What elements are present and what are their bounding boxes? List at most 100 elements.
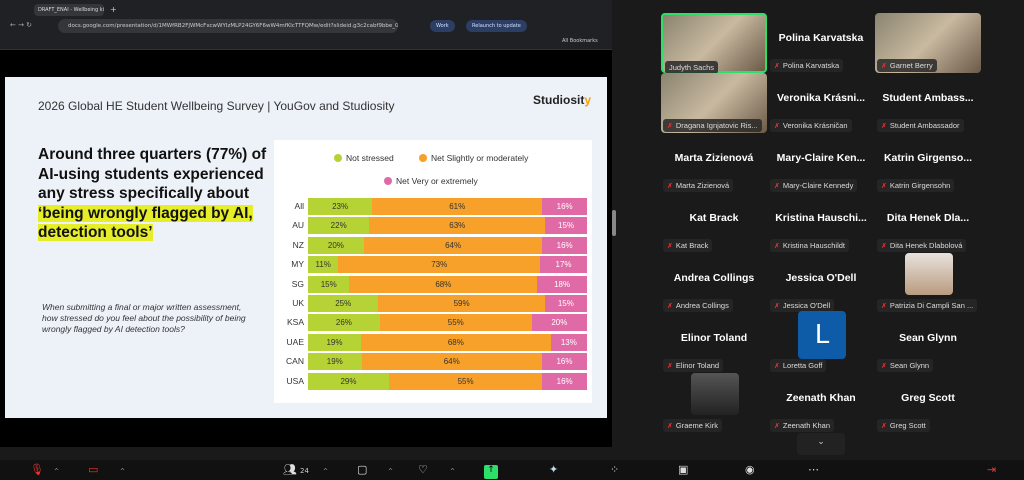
participant-display-name: Andrea Collings [673, 272, 755, 284]
participant-tile[interactable]: Greg Scott ✗ Greg Scott [875, 373, 981, 433]
all-bookmarks[interactable]: All Bookmarks [562, 38, 598, 44]
participants-icon[interactable]: 👥︎ [283, 463, 297, 476]
studiosity-logo: Studiosity [533, 93, 592, 107]
mic-muted-icon: ✗ [881, 303, 887, 310]
react-caret[interactable]: ^ [450, 468, 456, 475]
participant-display-name: Student Ambass... [882, 92, 974, 104]
participant-name-label: ✗ Zeenath Khan [770, 419, 834, 432]
record-icon[interactable]: ◉ [745, 463, 755, 476]
participant-tile[interactable]: Katrin Girgenso... ✗ Katrin Girgensohn [875, 133, 981, 193]
participant-name: Polina Karvatska [782, 61, 840, 70]
mic-muted-icon: ✗ [774, 303, 780, 310]
bar-segment: 16% [542, 372, 587, 390]
profile-button[interactable]: Work [430, 20, 455, 32]
video-off-icon[interactable]: ▭ [88, 463, 99, 476]
leave-icon[interactable]: ⇥ [987, 463, 997, 476]
participant-tile[interactable]: Mary-Claire Ken... ✗ Mary-Claire Kennedy [768, 133, 874, 193]
browser-chrome: DRAFT_ENAI - Wellbeing ki + ← → ↻ docs.g… [0, 0, 612, 50]
mic-muted-icon: ✗ [774, 363, 780, 370]
participant-tile[interactable]: Andrea Collings ✗ Andrea Collings [661, 253, 767, 313]
participant-tile[interactable]: Sean Glynn ✗ Sean Glynn [875, 313, 981, 373]
participant-name-label: ✗ Sean Glynn [877, 359, 934, 372]
mic-muted-icon: ✗ [881, 63, 887, 70]
participant-display-name: Dita Henek Dla... [886, 212, 970, 224]
participant-name-label: ✗ Katrin Girgensohn [877, 179, 955, 192]
more-icon[interactable]: ⋯ [808, 463, 819, 476]
react-icon[interactable]: ♡ [418, 463, 428, 476]
mic-muted-icon: ✗ [881, 363, 887, 370]
participant-tile[interactable]: Kristina Hauschi... ✗ Kristina Hauschildt [768, 193, 874, 253]
participant-tile[interactable]: L ✗ Loretta Goff [768, 311, 874, 373]
participant-tile[interactable]: Dita Henek Dla... ✗ Dita Henek Dlabolová [875, 193, 981, 253]
participant-tile[interactable]: Judyth Sachs [661, 13, 767, 74]
participant-display-name: Katrin Girgenso... [883, 152, 973, 164]
participants-caret[interactable]: ^ [323, 468, 329, 475]
mic-muted-icon: ✗ [774, 63, 780, 70]
audio-options-caret[interactable]: ^ [54, 468, 60, 475]
participant-tile[interactable]: Elinor Toland ✗ Elinor Toland [661, 313, 767, 373]
category-label: AU [292, 220, 304, 231]
legend-label: Not stressed [346, 153, 394, 163]
participant-tile[interactable]: ✗ Garnet Berry [875, 13, 981, 73]
nav-icons[interactable]: ← → ↻ [10, 21, 33, 29]
participant-tile[interactable]: Zeenath Khan ✗ Zeenath Khan [768, 373, 874, 433]
participant-tile[interactable]: ✗ Graeme Kirk [661, 373, 767, 433]
participant-display-name: Veronika Krásni... [776, 92, 866, 104]
participant-name: Katrin Girgensohn [889, 181, 951, 190]
participant-tile[interactable]: ✗ Patrizia Di Campli San ... [875, 253, 981, 313]
participant-tile[interactable]: ✗ Dragana Ignjatovic Ris... [661, 73, 767, 133]
video-options-caret[interactable]: ^ [120, 468, 126, 475]
participant-name-label: ✗ Garnet Berry [877, 59, 937, 72]
participant-name-label: ✗ Dita Henek Dlabolová [877, 239, 967, 252]
scroll-down-button[interactable]: ⌄ [797, 433, 845, 455]
bar-segment: 68% [349, 275, 538, 293]
slide-title: 2026 Global HE Student Wellbeing Survey … [38, 99, 395, 113]
legend-swatch [384, 177, 392, 185]
whiteboard-icon[interactable]: ▣ [678, 463, 689, 476]
mic-muted-icon: ✗ [774, 183, 780, 190]
bar-segment: 19% [308, 333, 361, 351]
bar-segment: 68% [361, 333, 551, 351]
legend-item: Net Very or extremely [384, 176, 478, 186]
participant-display-name: Greg Scott [901, 392, 955, 404]
share-icon[interactable]: ↑ [484, 465, 498, 479]
mic-muted-icon: ✗ [667, 123, 673, 130]
chevron-down-icon: ⌄ [817, 437, 825, 447]
participant-name: Marta Zizienová [675, 181, 730, 190]
participant-tile[interactable]: Polina Karvatska ✗ Polina Karvatska [768, 13, 874, 73]
participant-tile[interactable]: Veronika Krásni... ✗ Veronika Krásničan [768, 73, 874, 133]
participant-name-label: ✗ Elinor Toland [663, 359, 724, 372]
headline-highlight: ‘being wrongly flagged by AI, detection … [38, 204, 253, 241]
chat-icon[interactable]: ▢ [357, 463, 368, 476]
bar-segment: 59% [378, 295, 545, 312]
apps-icon[interactable]: ⁘ [610, 463, 620, 476]
address-bar[interactable]: docs.google.com/presentation/d/1MWfRB2FJ… [58, 19, 398, 33]
mic-muted-icon: ✗ [774, 123, 780, 130]
participant-tile[interactable]: Jessica O'Dell ✗ Jessica O'Dell [768, 253, 874, 313]
relaunch-button[interactable]: Relaunch to update [466, 20, 527, 32]
legend-item: Net Slightly or moderately [419, 153, 528, 163]
participant-tile[interactable]: Kat Brack ✗ Kat Brack [661, 193, 767, 253]
participant-tile[interactable]: Marta Zizienová ✗ Marta Zizienová [661, 133, 767, 193]
bar-segment: 22% [308, 217, 370, 235]
bar-segment: 64% [363, 236, 543, 254]
chat-caret[interactable]: ^ [388, 468, 394, 475]
participant-display-name: Marta Zizienová [674, 152, 754, 164]
participant-name: Sean Glynn [889, 361, 930, 370]
participant-name-label: ✗ Loretta Goff [770, 359, 827, 372]
participant-tile[interactable]: Student Ambass... ✗ Student Ambassador [875, 73, 981, 133]
resize-handle[interactable] [612, 210, 616, 236]
mic-muted-icon[interactable]: 🎙︎ [30, 463, 44, 476]
mic-muted-icon: ✗ [881, 423, 887, 430]
survey-question: When submitting a final or major written… [42, 302, 246, 334]
profile-photo [691, 373, 739, 415]
participant-display-name: Sean Glynn [899, 332, 957, 344]
bar-segment: 16% [541, 353, 587, 371]
participant-name-label: ✗ Polina Karvatska [770, 59, 844, 72]
mic-muted-icon: ✗ [667, 243, 673, 250]
ai-companion-icon[interactable]: ✦ [549, 463, 559, 476]
participant-name: Kat Brack [675, 241, 709, 250]
new-tab-icon[interactable]: + [110, 5, 117, 14]
bar-segment: 15% [545, 217, 587, 235]
browser-tab[interactable]: DRAFT_ENAI - Wellbeing ki [34, 4, 104, 16]
